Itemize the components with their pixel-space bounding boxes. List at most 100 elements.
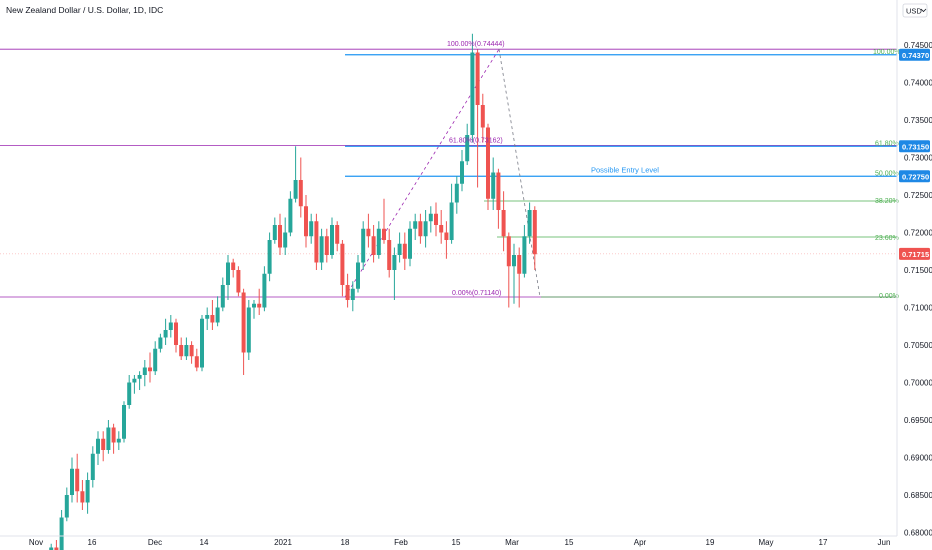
candle-body xyxy=(226,262,230,285)
time-tick-label: Nov xyxy=(29,538,43,547)
drawing-labels: 100.00%(0.74444) 61.80%(0.73162) 0.00%(0.7… xyxy=(447,41,901,300)
candle-body xyxy=(376,228,381,255)
price-axis-tag-label: 0.71715 xyxy=(902,250,929,259)
candle-body xyxy=(96,438,100,454)
candle-body xyxy=(470,52,475,135)
time-tick-label: Dec xyxy=(148,538,162,547)
candle-body xyxy=(85,480,90,503)
candle-body xyxy=(158,337,163,349)
candle-body xyxy=(278,225,282,248)
candle-body xyxy=(475,52,480,105)
candle-body xyxy=(148,367,152,372)
candle-body xyxy=(522,236,527,274)
chevron-down-icon xyxy=(920,8,927,13)
candle-body xyxy=(220,285,225,308)
candle-body xyxy=(304,206,308,237)
price-tick-label: 0.74500 xyxy=(904,41,932,50)
time-tick-label: Mar xyxy=(505,538,519,547)
candle-body xyxy=(408,228,412,259)
candle-body xyxy=(70,468,74,495)
candle-body xyxy=(293,180,298,199)
price-tick-label: 0.68500 xyxy=(904,491,932,500)
candle-body xyxy=(366,228,371,237)
candle-body xyxy=(111,427,116,443)
time-axis[interactable]: Nov 16 Dec 14 2021 18 Feb 15 Mar 15 Apr 19 May 17 Jun xyxy=(29,538,891,547)
price-tick-label: 0.69500 xyxy=(904,416,932,425)
candle-body xyxy=(449,202,454,240)
candle-body xyxy=(168,322,173,330)
candle-body xyxy=(517,255,522,274)
price-tick-label: 0.71500 xyxy=(904,266,932,275)
time-tick-label: Apr xyxy=(634,538,647,547)
candle-body xyxy=(122,405,126,439)
retrace-label-500: 50.00% xyxy=(875,170,899,177)
retrace-label-0: 0.00% xyxy=(879,293,899,300)
candle-body xyxy=(330,225,334,255)
candle-body xyxy=(215,307,220,323)
time-tick-label: 18 xyxy=(341,538,350,547)
candle-body xyxy=(387,240,392,270)
price-axis-tag-label: 0.73150 xyxy=(902,142,929,151)
currency-selector[interactable]: USD xyxy=(902,3,928,18)
candle-body xyxy=(397,243,402,255)
candle-body xyxy=(402,243,407,259)
candle-body xyxy=(527,210,532,237)
price-axis[interactable]: 0.74500 0.74000 0.73500 0.73000 0.72500 0.720… xyxy=(904,41,932,538)
price-axis-tag xyxy=(899,48,930,61)
drawing-overlays xyxy=(0,48,897,298)
price-axis-tag xyxy=(899,140,930,153)
candle-body xyxy=(241,292,246,353)
retrace-label-618: 61.80% xyxy=(875,140,899,147)
candle-body xyxy=(252,303,256,308)
time-tick-label: 15 xyxy=(452,538,461,547)
candle-body xyxy=(314,221,319,263)
price-tick-label: 0.72000 xyxy=(904,229,932,238)
candle-body xyxy=(267,240,272,274)
price-axis-tag xyxy=(899,247,930,260)
candle-body xyxy=(496,172,501,210)
candle-body xyxy=(434,213,438,225)
fib-label-0: 0.00%(0.71140) xyxy=(452,290,501,297)
price-tick-label: 0.72500 xyxy=(904,191,932,200)
candle-body xyxy=(142,367,147,375)
candle-body xyxy=(460,161,464,184)
candle-body xyxy=(361,228,366,263)
candle-body xyxy=(345,285,350,300)
candle-body xyxy=(288,198,293,233)
currency-label: USD xyxy=(906,7,922,16)
candle-body xyxy=(491,172,496,199)
candle-body xyxy=(137,375,142,379)
candle-body xyxy=(163,330,168,338)
price-axis-tags: 0.74370 0.73150 0.72750 0.71715 xyxy=(899,48,930,260)
price-tick-label: 0.73000 xyxy=(904,154,932,163)
candle-body xyxy=(423,221,428,237)
candle-body xyxy=(116,438,121,443)
candle-body xyxy=(246,307,251,353)
candles xyxy=(49,33,537,550)
candle-body xyxy=(319,236,324,263)
candle-body xyxy=(309,221,314,237)
candle-body xyxy=(428,213,433,222)
candle-body xyxy=(59,517,64,550)
candle-body xyxy=(532,210,537,255)
candle-body xyxy=(189,345,194,357)
time-tick-label: 17 xyxy=(819,538,828,547)
candle-body xyxy=(444,232,449,240)
currency-selector-box[interactable] xyxy=(902,3,928,18)
price-tick-label: 0.70500 xyxy=(904,341,932,350)
price-tick-label: 0.70000 xyxy=(904,379,932,388)
candle-body xyxy=(298,180,303,207)
candle-body xyxy=(200,318,204,368)
price-axis-tag-label: 0.72750 xyxy=(902,172,929,181)
candle-body xyxy=(512,255,516,267)
retrace-label-100: 100.00% xyxy=(873,49,901,56)
time-tick-label: Feb xyxy=(394,538,408,547)
retrace-label-382: 38.20% xyxy=(875,198,899,205)
candle-body xyxy=(454,183,459,203)
candle-body xyxy=(439,225,444,233)
time-tick-label: 19 xyxy=(706,538,715,547)
candle-body xyxy=(153,348,158,372)
candle-body xyxy=(262,273,267,308)
